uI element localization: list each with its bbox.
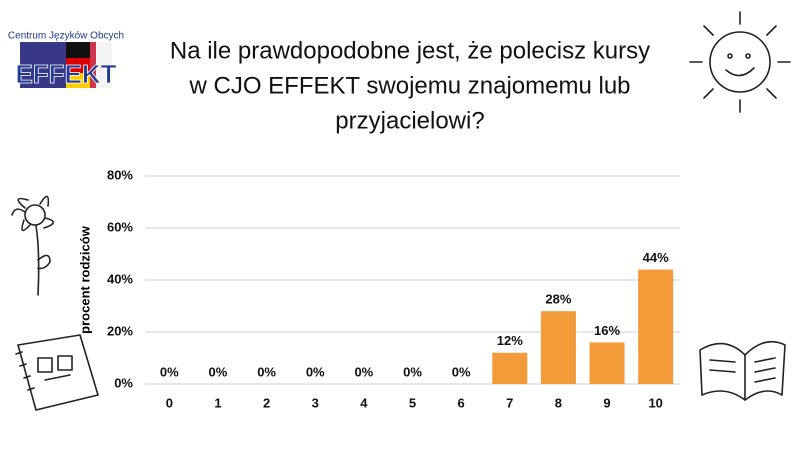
value-label: 28% [545,292,571,307]
logo-text: Centrum Języków Obcych [8,31,124,42]
bar [589,342,625,384]
logo-name: EFFEKT [15,59,116,89]
value-label: 0% [403,364,422,379]
bar [638,269,674,384]
value-label: 0% [452,364,471,379]
value-label: 44% [643,250,669,265]
y-tick-label: 40% [107,271,133,286]
value-label: 12% [497,333,523,348]
y-tick-label: 0% [114,375,133,390]
y-tick-label: 20% [107,323,133,338]
x-tick-label: 7 [506,395,513,410]
sun-doodle [689,11,791,113]
value-label: 0% [257,364,276,379]
value-label: 0% [306,364,325,379]
bar [540,311,576,384]
y-tick-label: 60% [107,219,133,234]
y-axis-label: procent rodziców [77,225,92,334]
title-line: w CJO EFFEKT swojemu znajomemu lub [188,72,630,99]
bar [492,352,528,384]
title-line: Na ile prawdopodobne jest, że polecisz k… [170,37,650,64]
x-tick-label: 2 [263,395,270,410]
x-tick-label: 5 [409,395,416,410]
book-doodle [699,340,786,401]
title-line: przyjacielowi? [335,107,484,134]
x-tick-label: 0 [166,395,173,410]
notebook-doodle [15,334,99,411]
x-tick-label: 4 [360,395,368,410]
x-tick-label: 3 [312,395,319,410]
x-tick-label: 9 [603,395,610,410]
value-label: 16% [594,323,620,338]
value-label: 0% [354,364,373,379]
x-tick-label: 8 [555,395,562,410]
y-tick-label: 80% [107,167,133,182]
flower-doodle [11,195,55,296]
x-tick-label: 6 [458,395,465,410]
value-label: 0% [160,364,179,379]
x-tick-label: 1 [214,395,221,410]
x-tick-label: 10 [648,395,662,410]
logo: Centrum Języków Obcych EFFEKT [8,31,124,90]
value-label: 0% [209,364,228,379]
